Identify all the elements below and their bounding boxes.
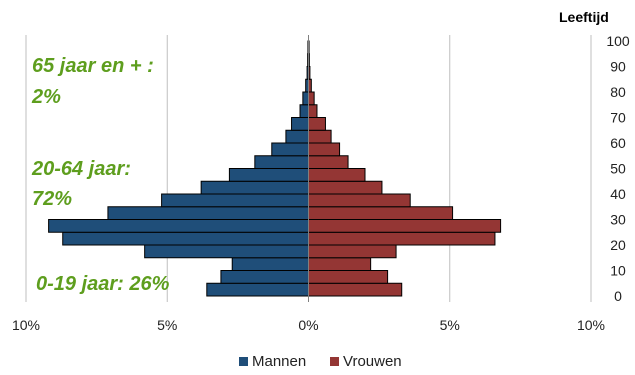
legend-label-mannen: Mannen — [252, 353, 306, 370]
bar-vrouwen-75-79 — [308, 91, 315, 106]
legend-swatch-mannen — [239, 357, 248, 366]
bar-vrouwen-5-9 — [308, 270, 389, 284]
age-tick-40: 40 — [610, 186, 626, 202]
x-tick-2: 0% — [298, 317, 318, 333]
bar-vrouwen-60-64 — [308, 129, 332, 144]
bar-vrouwen-35-39 — [308, 193, 411, 208]
bar-mannen-50-54 — [254, 155, 309, 169]
bar-vrouwen-70-74 — [308, 104, 318, 118]
bar-vrouwen-40-44 — [308, 180, 383, 195]
annotation-0-19-line1: 0-19 jaar: 26% — [36, 273, 170, 295]
bar-mannen-45-49 — [228, 168, 309, 182]
legend-label-vrouwen: Vrouwen — [343, 353, 402, 370]
age-tick-60: 60 — [610, 135, 626, 151]
bar-mannen-15-19 — [144, 244, 309, 259]
bar-vrouwen-20-24 — [308, 231, 496, 246]
bar-vrouwen-0-4 — [308, 282, 403, 297]
annotation-20-64: 20-64 jaar: 72% — [31, 158, 137, 210]
annotation-20-64-line2: 72% — [32, 188, 72, 210]
annotation-65-plus-line1: 65 jaar en + : — [32, 55, 154, 77]
bar-mannen-75-79 — [302, 91, 310, 106]
bar-mannen-40-44 — [200, 180, 309, 195]
bar-vrouwen-10-14 — [308, 257, 372, 271]
age-tick-30: 30 — [610, 212, 626, 228]
age-tick-90: 90 — [610, 59, 626, 75]
age-tick-80: 80 — [610, 84, 626, 100]
annotation-65-plus-line2: 2% — [31, 86, 61, 108]
bar-mannen-0-4 — [206, 282, 309, 297]
x-tick-4: 10% — [577, 317, 605, 333]
bars — [48, 40, 502, 297]
bar-mannen-10-14 — [231, 257, 310, 271]
bar-mannen-20-24 — [62, 231, 309, 246]
bar-mannen-65-69 — [291, 117, 309, 131]
annotation-20-64-line1: 20-64 jaar: — [31, 158, 131, 180]
bar-vrouwen-15-19 — [308, 244, 397, 259]
age-axis-label: Leeftijd — [559, 9, 609, 25]
x-tick-0: 10% — [12, 317, 40, 333]
bar-vrouwen-30-34 — [308, 206, 454, 220]
annotation-65-plus: 65 jaar en + : 2% — [31, 55, 159, 108]
bar-mannen-5-9 — [220, 270, 309, 284]
x-tick-1: 5% — [157, 317, 177, 333]
age-tick-10: 10 — [610, 263, 626, 279]
bar-vrouwen-65-69 — [308, 117, 326, 131]
age-tick-100: 100 — [606, 33, 630, 49]
annotation-0-19: 0-19 jaar: 26% — [36, 273, 170, 295]
bar-mannen-35-39 — [161, 193, 309, 208]
bar-mannen-30-34 — [107, 206, 309, 220]
bar-mannen-55-59 — [271, 142, 309, 157]
age-tick-50: 50 — [610, 161, 626, 177]
bar-vrouwen-25-29 — [308, 219, 502, 233]
x-tick-3: 5% — [440, 317, 460, 333]
age-tick-0: 0 — [614, 288, 622, 304]
legend: Mannen Vrouwen — [239, 353, 402, 370]
bar-mannen-70-74 — [299, 104, 309, 118]
x-tick-labels: 10% 5% 0% 5% 10% — [12, 317, 605, 333]
bar-vrouwen-50-54 — [308, 155, 349, 169]
bar-vrouwen-45-49 — [308, 168, 366, 182]
bar-mannen-60-64 — [285, 129, 309, 144]
legend-swatch-vrouwen — [330, 357, 339, 366]
bar-mannen-25-29 — [48, 219, 309, 233]
bar-vrouwen-55-59 — [308, 142, 341, 157]
age-tick-20: 20 — [610, 237, 626, 253]
age-tick-70: 70 — [610, 110, 626, 126]
